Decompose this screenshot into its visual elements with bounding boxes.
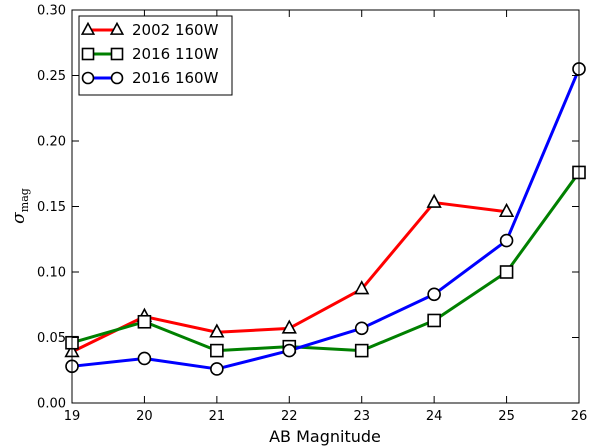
legend: 2002 160W 2016 110W 2016 160W	[78, 15, 233, 96]
y-tick-label-1: 0.05	[37, 331, 66, 346]
data-point-2-2	[210, 362, 224, 376]
x-tick-label-3: 22	[281, 409, 298, 424]
x-tick-label-0: 19	[64, 409, 81, 424]
y-tick-label-4: 0.20	[37, 135, 66, 150]
x-tick-label-4: 23	[353, 409, 370, 424]
y-tick-label-3: 0.15	[37, 200, 66, 215]
y-axis-label: σmag	[9, 188, 31, 224]
x-tick-label-1: 20	[136, 409, 153, 424]
y-tick-label-0: 0.00	[37, 397, 66, 412]
data-point-2-1	[137, 351, 152, 366]
x-tick-label-2: 21	[209, 409, 226, 424]
data-point-1-1	[137, 314, 152, 329]
data-point-0-6	[498, 202, 515, 218]
legend-marker-end-2	[110, 71, 124, 85]
plot-markers	[64, 62, 586, 376]
y-tick-label-6: 0.30	[37, 4, 66, 19]
data-point-2-4	[354, 321, 369, 336]
x-tick-label-7: 26	[571, 409, 588, 424]
data-point-0-5	[426, 193, 442, 208]
data-point-1-2	[210, 343, 224, 358]
legend-marker-start-0	[80, 21, 96, 35]
data-point-1-6	[499, 265, 514, 279]
y-axis-label-symbol: σ	[9, 212, 29, 224]
data-point-0-2	[209, 323, 225, 338]
y-tick-labels: 0.00 0.05 0.10 0.15 0.20 0.25 0.30	[37, 4, 66, 412]
legend-label-2: 2016 160W	[132, 69, 219, 87]
axis-ticks	[71, 9, 580, 404]
data-point-1-4	[354, 343, 369, 358]
legend-marker-end-0	[109, 21, 125, 35]
legend-label-0: 2002 160W	[132, 21, 219, 39]
x-tick-labels: 19 20 21 22 23 24 25 26	[64, 409, 588, 424]
data-point-1-5	[427, 313, 441, 328]
data-point-2-3	[282, 343, 297, 358]
data-point-0-4	[354, 280, 370, 295]
legend-marker-start-1	[81, 47, 95, 61]
series-line-2	[71, 68, 581, 371]
data-point-0-3	[281, 319, 297, 334]
x-tick-label-6: 25	[498, 409, 515, 424]
svg-text:σmag: σmag	[9, 188, 31, 224]
data-point-2-5	[427, 287, 441, 302]
legend-marker-end-1	[110, 47, 124, 61]
x-tick-label-5: 24	[426, 409, 443, 424]
x-axis-label: AB Magnitude	[269, 427, 381, 446]
legend-label-1: 2016 110W	[132, 45, 219, 63]
y-tick-label-2: 0.10	[37, 266, 66, 281]
series-line-1	[71, 171, 581, 353]
y-axis-label-subscript: mag	[18, 188, 31, 212]
legend-marker-start-2	[81, 71, 95, 85]
data-point-2-6	[499, 233, 514, 248]
y-tick-label-5: 0.25	[37, 69, 66, 84]
